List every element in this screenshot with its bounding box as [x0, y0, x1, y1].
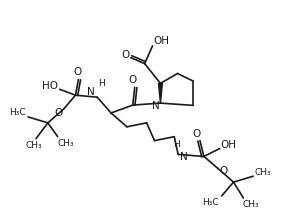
Polygon shape [158, 83, 162, 103]
Text: O: O [55, 108, 63, 118]
Text: O: O [193, 129, 201, 139]
Text: H₃C: H₃C [202, 198, 219, 207]
Text: CH₃: CH₃ [243, 200, 260, 209]
Text: CH₃: CH₃ [255, 168, 272, 177]
Text: H₃C: H₃C [9, 108, 26, 118]
Text: N: N [87, 87, 95, 97]
Text: N: N [180, 153, 188, 162]
Text: H: H [173, 140, 180, 149]
Text: H: H [98, 79, 105, 88]
Text: N: N [152, 101, 159, 111]
Text: OH: OH [153, 36, 169, 46]
Text: HO: HO [42, 81, 58, 91]
Text: O: O [219, 166, 228, 176]
Text: O: O [129, 75, 137, 85]
Text: O: O [122, 50, 130, 60]
Text: OH: OH [221, 140, 237, 150]
Text: CH₃: CH₃ [26, 141, 42, 150]
Text: CH₃: CH₃ [57, 139, 74, 148]
Text: O: O [73, 68, 81, 77]
